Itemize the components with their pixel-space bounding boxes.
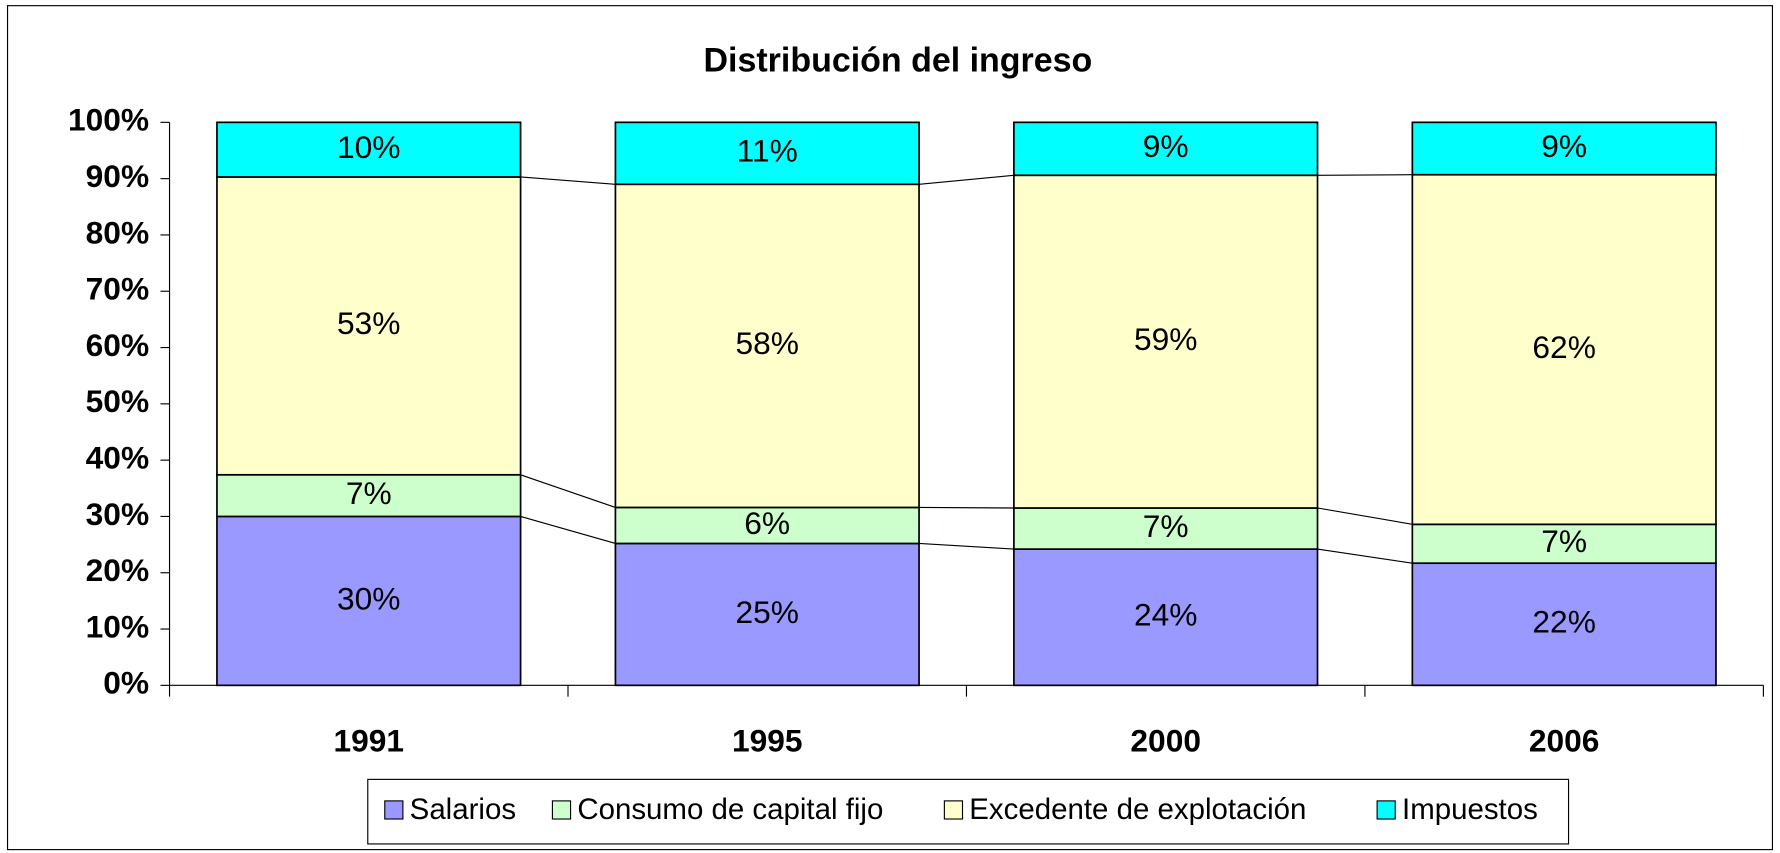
data-label: 10% [337,129,400,165]
bar-segment [1013,548,1319,687]
legend-swatch [1376,800,1396,820]
y-tick-label: 20% [86,552,149,588]
bar-segment [1013,507,1319,550]
bar-segment [614,121,920,186]
bar-segment [1411,562,1717,687]
data-label: 24% [1134,597,1197,633]
y-tick-label: 40% [86,440,149,476]
y-tick-label: 70% [86,271,149,307]
bar-segment [614,183,920,509]
legend-label: Salarios [410,793,516,826]
data-label: 53% [337,305,400,341]
series-line [520,176,616,185]
data-label: 22% [1532,604,1595,640]
y-tick-label: 0% [103,665,149,701]
y-tick-label: 10% [86,608,149,644]
data-label: 59% [1134,321,1197,357]
y-tick-label: 80% [86,214,149,250]
bar-segment [216,176,522,476]
legend-label: Excedente de explotación [969,793,1306,826]
y-tick-label: 60% [86,327,149,363]
y-tick-label: 30% [86,496,149,532]
data-label: 11% [737,133,798,169]
legend-label: Consumo de capital fijo [577,793,883,826]
legend-label: Impuestos [1402,793,1538,826]
x-tick-label: 2006 [1529,722,1600,758]
bar-segment [216,473,522,518]
x-tick-label: 1991 [334,722,405,758]
bar-segment [1411,173,1717,526]
legend-swatch [551,800,572,820]
series-line [919,542,1014,550]
y-tick-label: 50% [86,383,149,419]
data-label: 7% [1541,523,1587,559]
data-label: 30% [337,580,400,616]
series-line [919,506,1014,509]
y-tick-label: 100% [68,102,149,138]
bar-segment [216,121,522,178]
data-label: 25% [736,594,799,630]
legend-swatch [943,800,964,820]
bar-segment [1013,121,1319,177]
data-label: 62% [1532,329,1595,365]
bar-segment [1411,121,1717,176]
bar-segment [1013,174,1319,509]
data-label: 58% [736,325,799,361]
data-label: 6% [744,505,790,541]
chart-title: Distribución del ingreso [704,41,1093,79]
series-line [520,474,616,508]
bar-segment [1411,523,1717,565]
x-tick-label: 1995 [732,722,803,758]
x-tick-label: 2000 [1130,722,1201,758]
bar-segment [614,542,920,687]
series-line [520,515,616,545]
series-line [918,174,1014,185]
y-tick-label: 90% [86,158,149,194]
legend-swatch [384,800,404,820]
data-label: 7% [346,475,392,511]
series-line [1317,507,1413,525]
data-label: 9% [1541,128,1587,164]
series-line [1317,548,1413,564]
data-label: 7% [1143,508,1189,544]
series-line [1317,174,1413,176]
data-label: 9% [1143,128,1189,164]
